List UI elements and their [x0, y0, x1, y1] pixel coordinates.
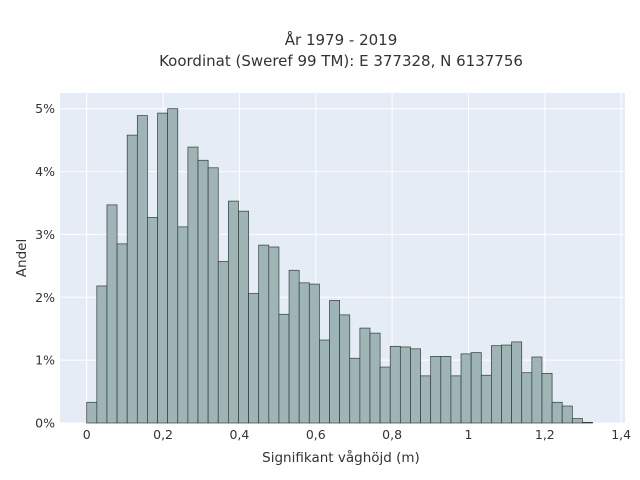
histogram-bar — [450, 375, 462, 424]
histogram-bar — [571, 418, 583, 424]
histogram-bar — [501, 344, 512, 424]
x-axis-label: Signifikant våghöjd (m) — [262, 449, 420, 466]
histogram-bar — [359, 327, 371, 424]
histogram-bar — [86, 401, 98, 424]
histogram-bar — [217, 261, 229, 424]
x-axis-ticks: 0 0,2 0,4 0,6 0,8 1 1,2 1,4 — [83, 427, 631, 442]
histogram-bar — [116, 243, 128, 424]
histogram-bar — [420, 375, 432, 424]
histogram-bar — [187, 146, 199, 424]
histogram-bar — [410, 348, 421, 424]
histogram-bar — [258, 244, 270, 424]
histogram-bar — [319, 339, 330, 424]
y-tick-label: 3% — [35, 227, 55, 242]
chart-title: År 1979 - 2019 — [285, 30, 398, 49]
histogram-bar — [228, 200, 239, 424]
x-tick-label: 1 — [465, 427, 473, 442]
histogram-bar — [551, 401, 563, 424]
histogram-bar — [329, 300, 340, 424]
x-tick-label: 0,8 — [382, 427, 402, 442]
histogram-bar — [96, 285, 108, 424]
histogram-bar — [379, 366, 391, 424]
histogram-bar — [440, 356, 452, 424]
histogram-bar — [389, 345, 401, 424]
histogram-bar — [511, 341, 523, 424]
histogram-bar — [197, 159, 209, 424]
histogram-bar — [491, 345, 502, 424]
y-tick-label: 0% — [35, 416, 55, 431]
histogram-bar — [308, 283, 320, 424]
histogram-bar — [582, 422, 593, 424]
histogram-bar — [157, 112, 169, 424]
histogram-bar — [460, 353, 472, 424]
histogram-bar — [288, 269, 300, 424]
histogram-bar — [339, 314, 351, 424]
x-tick-label: 0 — [83, 427, 91, 442]
y-axis-ticks: 0% 1% 2% 3% 4% 5% — [35, 101, 55, 430]
histogram-bar — [136, 115, 148, 424]
y-tick-label: 4% — [35, 164, 55, 179]
histogram-bar — [369, 332, 381, 424]
histogram-bar — [207, 167, 219, 424]
histogram-bar — [248, 293, 260, 424]
histogram-bars — [86, 108, 593, 424]
x-tick-label: 1,4 — [611, 427, 631, 442]
x-tick-label: 1,2 — [535, 427, 555, 442]
histogram-bar — [298, 282, 310, 424]
x-tick-label: 0,2 — [153, 427, 173, 442]
y-tick-label: 2% — [35, 290, 55, 305]
y-tick-label: 5% — [35, 101, 55, 116]
histogram-bar — [126, 134, 138, 424]
histogram-bar — [531, 356, 543, 424]
histogram-bar — [349, 357, 361, 424]
x-tick-label: 0,6 — [306, 427, 326, 442]
histogram-bar — [147, 217, 158, 424]
histogram-bar — [470, 352, 482, 424]
chart-subtitle: Koordinat (Sweref 99 TM): E 377328, N 61… — [159, 52, 523, 70]
y-tick-label: 1% — [35, 353, 55, 368]
histogram-bar — [268, 246, 280, 424]
histogram-bar — [399, 346, 411, 424]
histogram-bar — [480, 374, 492, 424]
histogram-bar — [177, 226, 189, 424]
histogram-bar — [521, 372, 533, 424]
histogram-bar — [238, 210, 249, 424]
x-tick-label: 0,4 — [229, 427, 249, 442]
histogram-bar — [430, 356, 442, 424]
histogram-bar — [167, 108, 179, 424]
histogram-bar — [278, 313, 290, 424]
histogram-bar — [561, 405, 573, 424]
histogram-bar — [106, 204, 118, 424]
histogram-bar — [541, 372, 553, 424]
y-axis-label: Andel — [14, 239, 30, 277]
